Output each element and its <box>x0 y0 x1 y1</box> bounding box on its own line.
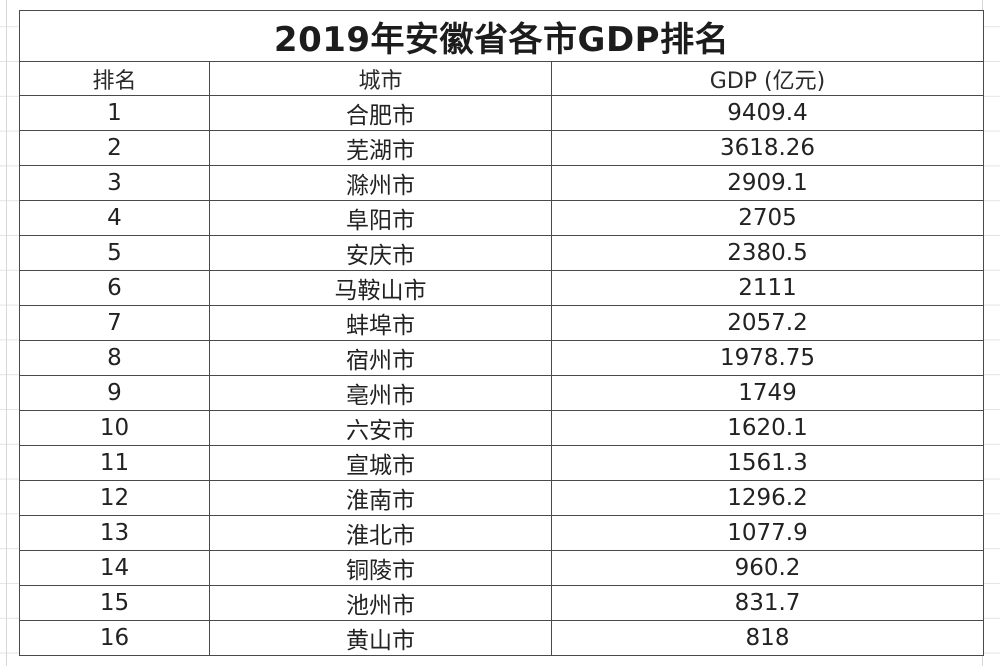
rank-cell[interactable]: 11 <box>19 445 210 481</box>
city-cell[interactable]: 六安市 <box>209 410 552 446</box>
rank-cell[interactable]: 4 <box>19 200 210 236</box>
table-row: 7 蚌埠市 2057.2 <box>19 305 984 341</box>
table-row: 8 宿州市 1978.75 <box>19 340 984 376</box>
rank-cell[interactable]: 16 <box>19 620 210 656</box>
table-row: 15 池州市 831.7 <box>19 585 984 621</box>
city-cell[interactable]: 淮南市 <box>209 480 552 516</box>
gdp-cell[interactable]: 960.2 <box>551 550 984 586</box>
gdp-cell[interactable]: 1561.3 <box>551 445 984 481</box>
rank-cell[interactable]: 9 <box>19 375 210 411</box>
table-title[interactable]: 2019年安徽省各市GDP排名 <box>19 10 984 62</box>
table-row: 13 淮北市 1077.9 <box>19 515 984 551</box>
gdp-cell[interactable]: 818 <box>551 620 984 656</box>
city-cell[interactable]: 亳州市 <box>209 375 552 411</box>
rank-cell[interactable]: 14 <box>19 550 210 586</box>
city-cell[interactable]: 宣城市 <box>209 445 552 481</box>
gdp-cell[interactable]: 3618.26 <box>551 130 984 166</box>
city-cell[interactable]: 宿州市 <box>209 340 552 376</box>
title-row: 2019年安徽省各市GDP排名 <box>19 10 984 62</box>
table-row: 2 芜湖市 3618.26 <box>19 130 984 166</box>
rank-cell[interactable]: 3 <box>19 165 210 201</box>
gdp-cell[interactable]: 9409.4 <box>551 95 984 131</box>
table-row: 16 黄山市 818 <box>19 620 984 656</box>
city-cell[interactable]: 池州市 <box>209 585 552 621</box>
header-city[interactable]: 城市 <box>209 61 552 96</box>
gdp-cell[interactable]: 2057.2 <box>551 305 984 341</box>
city-cell[interactable]: 芜湖市 <box>209 130 552 166</box>
gdp-cell[interactable]: 2909.1 <box>551 165 984 201</box>
rank-cell[interactable]: 15 <box>19 585 210 621</box>
gdp-ranking-table-container: 2019年安徽省各市GDP排名 排名 城市 GDP (亿元) 1 合肥市 9409.… <box>19 10 984 656</box>
city-cell[interactable]: 铜陵市 <box>209 550 552 586</box>
gdp-ranking-table: 2019年安徽省各市GDP排名 排名 城市 GDP (亿元) 1 合肥市 9409.… <box>19 10 984 656</box>
city-cell[interactable]: 蚌埠市 <box>209 305 552 341</box>
gdp-cell[interactable]: 2111 <box>551 270 984 306</box>
gdp-cell[interactable]: 2705 <box>551 200 984 236</box>
rank-cell[interactable]: 2 <box>19 130 210 166</box>
table-row: 9 亳州市 1749 <box>19 375 984 411</box>
table-row: 3 滁州市 2909.1 <box>19 165 984 201</box>
gdp-cell[interactable]: 831.7 <box>551 585 984 621</box>
rank-cell[interactable]: 6 <box>19 270 210 306</box>
city-cell[interactable]: 合肥市 <box>209 95 552 131</box>
rank-cell[interactable]: 10 <box>19 410 210 446</box>
gdp-cell[interactable]: 1978.75 <box>551 340 984 376</box>
table-row: 6 马鞍山市 2111 <box>19 270 984 306</box>
table-row: 5 安庆市 2380.5 <box>19 235 984 271</box>
table-row: 12 淮南市 1296.2 <box>19 480 984 516</box>
gdp-cell[interactable]: 1296.2 <box>551 480 984 516</box>
table-row: 10 六安市 1620.1 <box>19 410 984 446</box>
rank-cell[interactable]: 7 <box>19 305 210 341</box>
table-row: 14 铜陵市 960.2 <box>19 550 984 586</box>
city-cell[interactable]: 马鞍山市 <box>209 270 552 306</box>
table-row: 4 阜阳市 2705 <box>19 200 984 236</box>
city-cell[interactable]: 淮北市 <box>209 515 552 551</box>
table-row: 1 合肥市 9409.4 <box>19 95 984 131</box>
table-body: 1 合肥市 9409.4 2 芜湖市 3618.26 3 滁州市 2909.1 4 阜阳市 2705 5… <box>19 95 984 656</box>
table-row: 11 宣城市 1561.3 <box>19 445 984 481</box>
gdp-cell[interactable]: 1620.1 <box>551 410 984 446</box>
rank-cell[interactable]: 12 <box>19 480 210 516</box>
gdp-cell[interactable]: 1749 <box>551 375 984 411</box>
rank-cell[interactable]: 13 <box>19 515 210 551</box>
rank-cell[interactable]: 1 <box>19 95 210 131</box>
city-cell[interactable]: 滁州市 <box>209 165 552 201</box>
gdp-cell[interactable]: 2380.5 <box>551 235 984 271</box>
header-rank[interactable]: 排名 <box>19 61 210 96</box>
city-cell[interactable]: 安庆市 <box>209 235 552 271</box>
gdp-cell[interactable]: 1077.9 <box>551 515 984 551</box>
rank-cell[interactable]: 8 <box>19 340 210 376</box>
city-cell[interactable]: 黄山市 <box>209 620 552 656</box>
rank-cell[interactable]: 5 <box>19 235 210 271</box>
header-row: 排名 城市 GDP (亿元) <box>19 61 984 96</box>
header-gdp[interactable]: GDP (亿元) <box>551 61 984 96</box>
city-cell[interactable]: 阜阳市 <box>209 200 552 236</box>
